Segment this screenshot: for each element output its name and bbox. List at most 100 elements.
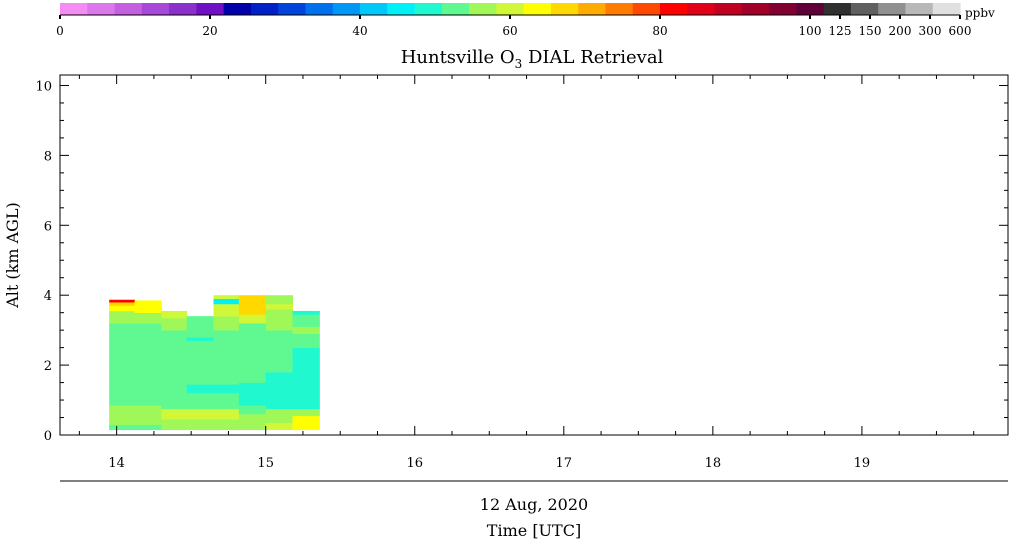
heatmap-cell (109, 310, 136, 324)
x-axis-date-label: 12 Aug, 2020 (480, 495, 588, 514)
colorbar (60, 3, 961, 16)
colorbar-tick-label: 600 (949, 24, 972, 38)
colorbar-tick-label: 300 (919, 24, 942, 38)
heatmap-cell (213, 298, 240, 305)
heatmap-cell (186, 316, 215, 338)
colorbar-swatch (196, 3, 225, 15)
x-tick-label: 15 (257, 456, 274, 471)
heatmap-cell (186, 384, 215, 394)
colorbar-swatch (823, 3, 852, 15)
colorbar-swatch (605, 3, 634, 15)
colorbar-swatch (523, 3, 552, 15)
heatmap-cell (161, 419, 188, 431)
plot-frame (59, 74, 1009, 436)
colorbar-swatch (660, 3, 688, 15)
heatmap-cell (265, 303, 294, 310)
colorbar-swatch (60, 3, 88, 15)
colorbar-tick-label: 150 (859, 24, 882, 38)
colorbar-unit: ppbv (965, 6, 995, 20)
colorbar-swatch (87, 3, 116, 15)
chart-title-subscript: 3 (515, 57, 523, 71)
x-axis: 14 15 16 17 18 19 (78, 75, 975, 471)
heatmap-cell (213, 408, 240, 420)
colorbar-swatch (387, 3, 416, 15)
colorbar-swatch (305, 3, 334, 15)
heatmap-cell (134, 300, 162, 306)
y-tick-label: 2 (44, 359, 52, 374)
heatmap-cell (109, 302, 136, 306)
y-tick-label: 6 (44, 219, 52, 234)
heatmap-cell (292, 310, 320, 315)
heatmap-cell (109, 372, 136, 406)
heatmap-cell (186, 408, 215, 420)
colorbar-swatch (469, 3, 497, 15)
heatmap-cell (134, 323, 162, 373)
y-tick-label: 10 (35, 79, 52, 94)
heatmap-cell (109, 299, 136, 303)
colorbar-swatch (850, 3, 879, 15)
colorbar-swatch (550, 3, 579, 15)
heatmap-cell (109, 424, 136, 431)
heatmap-cell (238, 382, 267, 406)
heatmap-cell (186, 393, 215, 410)
colorbar-tick-label: 20 (202, 24, 217, 38)
colorbar-swatch (632, 3, 661, 15)
colorbar-swatch (796, 3, 825, 15)
heatmap-cell (238, 405, 267, 415)
heatmap-cell (213, 384, 240, 394)
colorbar-tick-label: 60 (502, 24, 517, 38)
heatmap-cell (292, 408, 320, 417)
heatmap-cell (292, 415, 320, 431)
x-axis-label: Time [UTC] (487, 521, 581, 540)
colorbar-swatch (441, 3, 470, 15)
colorbar-labels: 0 20 40 60 80 100 125 150 200 300 600 (56, 15, 971, 38)
heatmap-cell (109, 405, 136, 425)
heatmap-cell (109, 305, 136, 312)
colorbar-swatch (769, 3, 797, 15)
y-axis-label: Alt (km AGL) (3, 202, 22, 309)
heatmap-cell (265, 382, 294, 410)
x-tick-label: 14 (108, 456, 125, 471)
x-tick-label: 18 (705, 456, 722, 471)
colorbar-swatch (932, 3, 961, 15)
heatmap-cell (213, 419, 240, 431)
chart-title: Huntsville O3 DIAL Retrieval (401, 47, 664, 71)
heatmap-cell (292, 314, 320, 327)
heatmap-cell (134, 312, 162, 324)
chart-title-rest: DIAL Retrieval (522, 47, 663, 68)
heatmap-cell (265, 330, 294, 373)
heatmap-cell (265, 309, 294, 331)
heatmap-cell (186, 337, 215, 341)
heatmap-cell (134, 424, 162, 431)
heatmap-cell (134, 305, 162, 313)
heatmap-cell (292, 361, 320, 376)
heatmap-cell (109, 323, 136, 373)
heatmap-cell (238, 314, 267, 324)
colorbar-swatch (414, 3, 443, 15)
colorbar-swatch (114, 3, 143, 15)
heatmap-cell (265, 422, 294, 431)
heatmap-cell (265, 408, 294, 424)
heatmap-cell (292, 347, 320, 362)
y-tick-label: 0 (44, 429, 52, 444)
colorbar-swatch (578, 3, 607, 15)
heatmap-cell (238, 295, 267, 315)
heatmap-cell (292, 333, 320, 348)
colorbar-swatch (169, 3, 197, 15)
heatmap-cell (186, 340, 215, 385)
heatmap-cells (109, 295, 320, 431)
colorbar-swatch (687, 3, 716, 15)
heatmap-cell (213, 303, 240, 317)
x-tick-label: 19 (854, 456, 871, 471)
colorbar-swatch (332, 3, 361, 15)
heatmap-cell (292, 375, 320, 410)
y-axis: 0 2 4 6 8 10 (35, 79, 1008, 444)
heatmap-cell (161, 330, 188, 410)
colorbar-tick-label: 125 (829, 24, 852, 38)
colorbar-swatch (496, 3, 525, 15)
colorbar-swatch (878, 3, 907, 15)
y-tick-label: 4 (44, 289, 52, 304)
heatmap-cell (134, 405, 162, 425)
colorbar-swatch (250, 3, 279, 15)
